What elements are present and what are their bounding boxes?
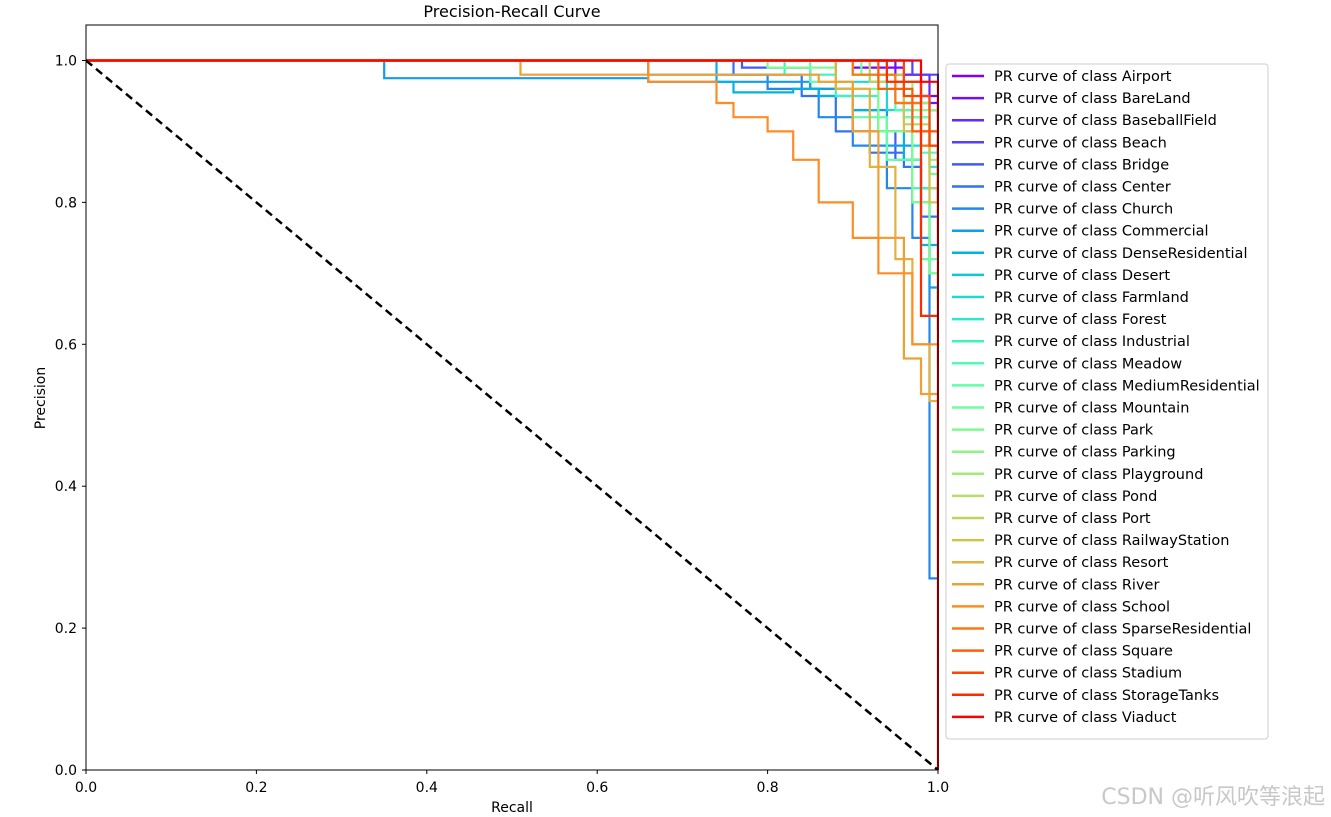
chart-title: Precision-Recall Curve	[423, 2, 600, 21]
y-tick-label: 0.2	[55, 621, 77, 637]
legend-label: PR curve of class Commercial	[994, 224, 1209, 240]
y-tick-label: 0.4	[55, 479, 77, 495]
x-tick-label: 1.0	[927, 780, 949, 796]
y-tick-label: 0.8	[55, 195, 77, 211]
legend-label: PR curve of class Mountain	[994, 401, 1189, 417]
legend-label: PR curve of class Parking	[994, 445, 1176, 461]
legend-label: PR curve of class Viaduct	[994, 710, 1177, 726]
legend-label: PR curve of class Meadow	[994, 356, 1182, 372]
legend-label: PR curve of class Park	[994, 423, 1154, 439]
legend-label: PR curve of class StorageTanks	[994, 688, 1219, 704]
plot-frame	[85, 24, 939, 771]
legend-label: PR curve of class Church	[994, 202, 1173, 218]
legend: PR curve of class Airport PR curve of cla…	[945, 63, 1269, 740]
x-axis-label: Recall	[491, 800, 533, 816]
y-tick-label: 0.0	[55, 763, 77, 779]
legend-label: PR curve of class Industrial	[994, 334, 1190, 350]
legend-label: PR curve of class MediumResidential	[994, 378, 1260, 394]
series-line-14	[86, 59, 939, 331]
y-axis-label: Precision	[33, 367, 49, 429]
legend-label: PR curve of class Bridge	[994, 157, 1169, 173]
legend-label: PR curve of class Beach	[994, 135, 1167, 151]
series-line-24	[86, 59, 939, 366]
legend-label: PR curve of class Stadium	[994, 666, 1182, 682]
x-tick-label: 0.8	[756, 780, 778, 796]
legend-label: PR curve of class River	[994, 577, 1159, 593]
series-line-12	[86, 59, 939, 309]
x-tick-label: 0.4	[416, 780, 438, 796]
watermark: CSDN @听风吹等浪起	[1101, 785, 1325, 810]
legend-box	[945, 63, 1269, 740]
legend-label: PR curve of class DenseResidential	[994, 246, 1247, 262]
legend-label: PR curve of class Playground	[994, 467, 1203, 483]
y-tick-label: 1.0	[55, 53, 77, 69]
baseline-line	[86, 59, 939, 770]
x-tick-label: 0.6	[586, 780, 608, 796]
series-line-28	[86, 59, 939, 331]
legend-label: PR curve of class SparseResidential	[994, 622, 1251, 638]
series-line-22	[86, 59, 939, 536]
legend-label: PR curve of class Pond	[994, 489, 1157, 505]
legend-label: PR curve of class Desert	[994, 268, 1170, 284]
legend-label: PR curve of class Center	[994, 180, 1171, 196]
x-tick-label: 0.2	[245, 780, 267, 796]
legend-label: PR curve of class School	[994, 599, 1170, 615]
legend-label: PR curve of class Port	[994, 511, 1151, 527]
legend-label: PR curve of class BaseballField	[994, 113, 1217, 129]
legend-label: PR curve of class Forest	[994, 312, 1167, 328]
series-line-23	[86, 59, 939, 572]
y-tick-label: 0.6	[55, 337, 77, 353]
series-layer	[86, 59, 939, 770]
legend-label: PR curve of class Square	[994, 644, 1173, 660]
legend-label: PR curve of class Farmland	[994, 290, 1189, 306]
legend-label: PR curve of class Resort	[994, 555, 1169, 571]
axes-layer: 0.0 0.2 0.4 0.6 0.8 1.0 0.0 0.2 0.4 0.6 0.8 1.0	[55, 24, 949, 796]
x-tick-label: 0.0	[75, 780, 97, 796]
series-line-6	[86, 59, 938, 580]
legend-label: PR curve of class RailwayStation	[994, 533, 1229, 549]
legend-label: PR curve of class Airport	[994, 69, 1172, 85]
legend-label: PR curve of class BareLand	[994, 91, 1191, 107]
